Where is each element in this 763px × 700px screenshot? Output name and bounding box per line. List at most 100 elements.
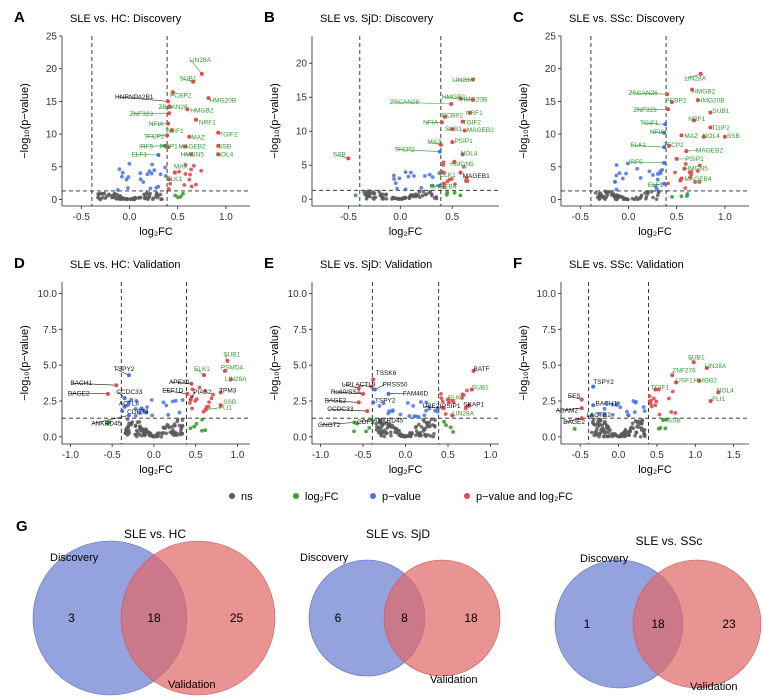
gene-point xyxy=(670,373,675,378)
gene-label: SUB1 xyxy=(688,354,705,361)
gene-label: BATF xyxy=(474,366,490,373)
gene-label: MAGEB2 xyxy=(179,143,206,150)
gene-point xyxy=(191,79,196,84)
fc-point xyxy=(200,428,204,433)
ns-point xyxy=(649,189,654,194)
venn-right-count: 25 xyxy=(230,611,244,625)
panel-letter: E xyxy=(264,255,274,272)
panel-letter: D xyxy=(14,255,25,272)
gene-point xyxy=(346,156,351,161)
p-point xyxy=(163,165,168,170)
p-point xyxy=(149,398,154,402)
p-point xyxy=(650,173,655,177)
gene-point xyxy=(437,183,442,188)
venn-right-circle xyxy=(383,559,501,677)
both-point xyxy=(188,401,192,405)
fc-point xyxy=(458,193,463,198)
panel-title: SLE vs. SjD: Validation xyxy=(320,259,432,271)
panel-letter: F xyxy=(513,255,522,272)
fc-point xyxy=(203,428,208,433)
gene-label: IRF5 xyxy=(139,143,153,150)
x-tick-label: 0.0 xyxy=(622,212,636,223)
venn-2: SLE vs. SjD Discovery Validation 6 8 18 xyxy=(300,527,501,686)
both-point xyxy=(461,164,466,169)
x-tick-label: 0.0 xyxy=(123,212,137,223)
gene-connector xyxy=(326,400,359,403)
gene-label: PSMD4 xyxy=(221,364,244,371)
p-point xyxy=(392,177,396,181)
both-point xyxy=(209,396,214,401)
p-point xyxy=(625,161,630,166)
ns-point xyxy=(111,195,115,199)
gene-point xyxy=(371,400,376,405)
gene-label: ZNF323 xyxy=(633,107,657,114)
y-tick-label: 25 xyxy=(46,32,58,43)
ns-point xyxy=(163,425,168,430)
ns-point xyxy=(655,193,660,197)
p-point xyxy=(635,166,640,171)
gene-label: USF1 xyxy=(676,377,693,384)
p-point xyxy=(138,171,143,176)
both-point xyxy=(452,182,457,187)
p-point xyxy=(430,183,435,188)
legend-label-both: p−value and log₂FC xyxy=(476,491,573,503)
gene-label: NFIA xyxy=(423,119,438,126)
gene-connector xyxy=(329,408,368,412)
gene-connector xyxy=(133,154,159,156)
both-point xyxy=(441,181,446,186)
gene-point xyxy=(216,143,221,148)
y-tick-label: 10.0 xyxy=(38,289,58,300)
venn-overlap-count: 18 xyxy=(147,611,161,625)
gene-connector xyxy=(332,391,364,395)
ns-point xyxy=(135,420,140,424)
ns-point xyxy=(142,431,147,435)
gene-point xyxy=(352,420,357,425)
both-point xyxy=(190,406,194,411)
ns-point xyxy=(101,192,105,196)
both-point xyxy=(667,396,671,401)
gene-label: ELK1 xyxy=(448,395,464,402)
gene-point xyxy=(166,121,171,126)
gene-connector xyxy=(358,419,372,423)
p-point xyxy=(624,171,628,176)
points xyxy=(352,388,470,439)
gene-label: TSPY2 xyxy=(114,366,135,373)
x-tick-label: 1.0 xyxy=(688,450,702,461)
fc-point xyxy=(352,429,356,434)
gene-point xyxy=(679,176,684,181)
gene-label: NRF1 xyxy=(466,110,483,117)
p-point xyxy=(430,175,435,179)
gene-label: APEX1 xyxy=(169,379,190,386)
y-axis-label: −log₁₀(p−value) xyxy=(518,325,530,401)
gene-label: SUB1 xyxy=(472,385,489,392)
gene-label: FLI1 xyxy=(219,405,232,412)
gene-label: LACTB2 xyxy=(586,412,611,419)
ns-point xyxy=(638,434,643,439)
gene-point xyxy=(369,417,374,422)
gene-label: NOL4 xyxy=(717,387,734,394)
both-point xyxy=(189,167,193,172)
ns-point xyxy=(595,427,599,431)
both-point xyxy=(439,396,444,401)
gene-connector xyxy=(443,96,461,99)
gene-point xyxy=(372,387,377,392)
ns-point xyxy=(593,430,597,435)
both-point xyxy=(693,180,697,184)
x-tick-label: 0.5 xyxy=(171,212,185,223)
p-point xyxy=(152,168,157,173)
gene-connector xyxy=(391,101,452,105)
gene-connector xyxy=(565,417,582,423)
gene-point xyxy=(218,390,223,395)
p-point xyxy=(395,186,400,191)
gene-label: BAGE2 xyxy=(68,390,90,397)
panel-a: A SLE vs. HC: Discovery 0 5 10 15 20 25 -0.5 0.0 0… xyxy=(14,9,250,238)
both-point xyxy=(465,388,469,393)
gene-label: MAGEB2 xyxy=(467,127,494,134)
ns-point xyxy=(414,433,418,437)
ns-point xyxy=(420,193,425,198)
fc-point xyxy=(200,417,205,422)
x-tick-label: 1.0 xyxy=(484,450,498,461)
legend-label-ns: ns xyxy=(241,491,253,503)
gene-label: LIN28A xyxy=(225,376,247,383)
ns-point xyxy=(104,194,109,199)
